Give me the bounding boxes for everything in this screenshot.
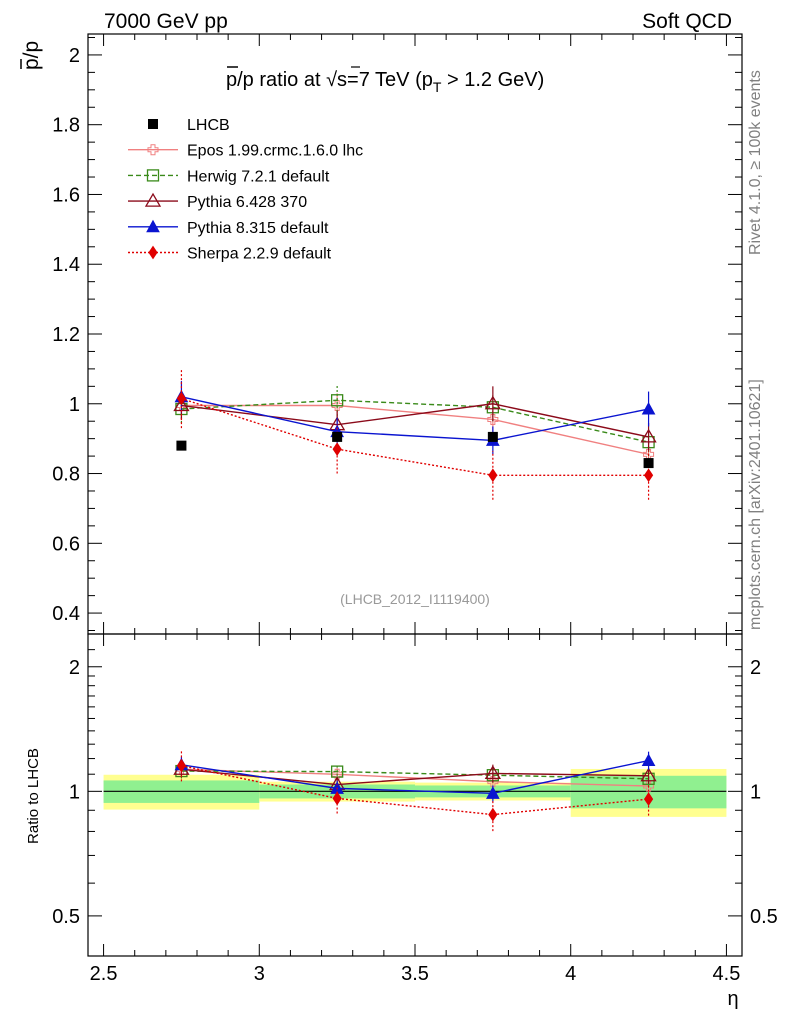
ratio-y-tick-label-right: 2 xyxy=(750,657,761,679)
legend-entry-2: Herwig 7.2.1 default xyxy=(128,168,330,185)
ratio-y-label: Ratio to LHCB xyxy=(25,748,42,844)
title-sqrt: √ xyxy=(326,69,337,91)
x-tick-label: 4 xyxy=(565,963,576,985)
legend-label: Herwig 7.2.1 default xyxy=(187,168,330,185)
data-point xyxy=(332,431,343,442)
series-point xyxy=(643,468,654,483)
series-4 xyxy=(176,368,654,500)
series-point xyxy=(488,468,498,483)
title-tail: > 1.2 GeV) xyxy=(441,69,544,91)
svg-text:p/p ratio at √s=7 TeV (pT > 1.: p/p ratio at √s=7 TeV (pT > 1.2 GeV) xyxy=(226,69,544,95)
ratio-y-tick-label-right: 1 xyxy=(750,781,761,803)
legend-label: Pythia 6.428 370 xyxy=(187,194,307,211)
data-point xyxy=(176,440,187,451)
title-ratio-at: /p ratio at xyxy=(237,69,326,91)
legend-entry-5: Sherpa 2.2.9 default xyxy=(128,246,332,263)
legend-marker xyxy=(146,219,160,233)
ratio-point xyxy=(488,807,498,822)
ratio-series-line xyxy=(181,768,649,787)
legend-marker xyxy=(148,245,158,260)
ratio-series-line xyxy=(181,764,649,816)
data-series xyxy=(176,431,654,469)
main-plot xyxy=(173,368,657,500)
x-tick-label: 2.5 xyxy=(90,963,118,985)
svg-text:p/p: p/p xyxy=(20,41,43,70)
y-tick-label: 1.6 xyxy=(52,184,80,206)
series-3 xyxy=(174,381,656,455)
series-point xyxy=(487,413,499,425)
series-point xyxy=(640,428,657,443)
legend-label: Sherpa 2.2.9 default xyxy=(187,246,332,263)
y-tick-label: 1.2 xyxy=(52,324,80,346)
ratio-y-tick-label-right: 0.5 xyxy=(750,906,778,928)
legend-marker xyxy=(147,144,159,156)
legend-entry-0: LHCB xyxy=(148,117,230,134)
y-tick-label: 1.8 xyxy=(52,115,80,137)
ratio-point xyxy=(332,791,342,806)
legend-label: LHCB xyxy=(187,117,230,134)
axes: 2.5 3 3.5 4 4.5 0.4 0.6 0.8 1 1.2 1.4 1.6 1.8 2 0.5 0.5… xyxy=(52,33,778,985)
ratio-series-4 xyxy=(176,751,654,832)
ylabel-pbar: p xyxy=(20,58,43,70)
legend-marker xyxy=(146,169,160,182)
ratio-point xyxy=(643,792,654,806)
title-s-eq: s=7 TeV (p xyxy=(337,69,433,91)
data-point xyxy=(487,431,498,442)
series-line xyxy=(181,396,649,442)
series-point xyxy=(332,442,342,457)
mcplots-label: mcplots.cern.ch [arXiv:2401.10621] xyxy=(747,379,764,630)
title-pbar: p xyxy=(226,69,237,91)
y-tick-label: 2 xyxy=(69,45,80,67)
series-point xyxy=(641,401,656,415)
ratio-y-tick-label: 2 xyxy=(69,657,80,679)
analysis-id: (LHCB_2012_I1119400) xyxy=(340,591,490,607)
header-right-label: Soft QCD xyxy=(642,10,732,33)
title-sub-t: T xyxy=(433,79,442,95)
main-y-label: p/p xyxy=(20,41,43,70)
ratio-series-line xyxy=(181,759,649,795)
x-tick-label: 3 xyxy=(254,963,265,985)
ratio-point xyxy=(176,758,187,773)
series-2 xyxy=(173,386,657,451)
y-tick-label: 0.6 xyxy=(52,533,80,555)
data-point xyxy=(643,458,654,469)
series-line xyxy=(181,397,649,476)
ratio-series-line xyxy=(181,770,649,780)
ylabel-rest: /p xyxy=(20,41,43,59)
x-tick-label: 3.5 xyxy=(401,963,429,985)
ratio-point xyxy=(641,753,656,767)
y-tick-label: 0.8 xyxy=(52,464,80,486)
ratio-point xyxy=(484,765,501,780)
ratio-plot xyxy=(173,751,657,832)
legend: LHCB Epos 1.99.crmc.1.6.0 lhc Herwig 7.2.1… xyxy=(128,117,363,263)
legend-marker xyxy=(144,192,162,207)
series-point xyxy=(330,394,344,407)
legend-entry-4: Pythia 8.315 default xyxy=(128,219,329,237)
series-point xyxy=(484,395,501,410)
x-axis-label: η xyxy=(727,988,738,1010)
legend-entry-1: Epos 1.99.crmc.1.6.0 lhc xyxy=(128,143,363,160)
ratio-y-tick-label: 0.5 xyxy=(52,906,80,928)
header-left-label: 7000 GeV pp xyxy=(104,10,228,33)
ratio-y-tick-label: 1 xyxy=(69,781,80,803)
ratio-point xyxy=(640,767,657,782)
y-tick-label: 1 xyxy=(69,394,80,416)
rivet-label: Rivet 4.1.0, ≥ 100k events xyxy=(747,70,764,255)
y-tick-label: 1.4 xyxy=(52,254,80,276)
x-tick-label: 4.5 xyxy=(713,963,741,985)
series-line xyxy=(181,404,649,456)
y-tick-label: 0.4 xyxy=(52,603,80,625)
legend-label: Pythia 8.315 default xyxy=(187,220,329,237)
series-line xyxy=(181,399,649,443)
series-line xyxy=(181,403,649,438)
legend-marker xyxy=(148,119,158,129)
legend-entry-3: Pythia 6.428 370 xyxy=(128,192,307,211)
ratio-point xyxy=(486,786,500,799)
legend-label: Epos 1.99.crmc.1.6.0 lhc xyxy=(187,143,363,160)
series-point xyxy=(176,391,187,406)
chart-title: p/p ratio at √s=7 TeV (pT > 1.2 GeV) xyxy=(226,66,544,95)
